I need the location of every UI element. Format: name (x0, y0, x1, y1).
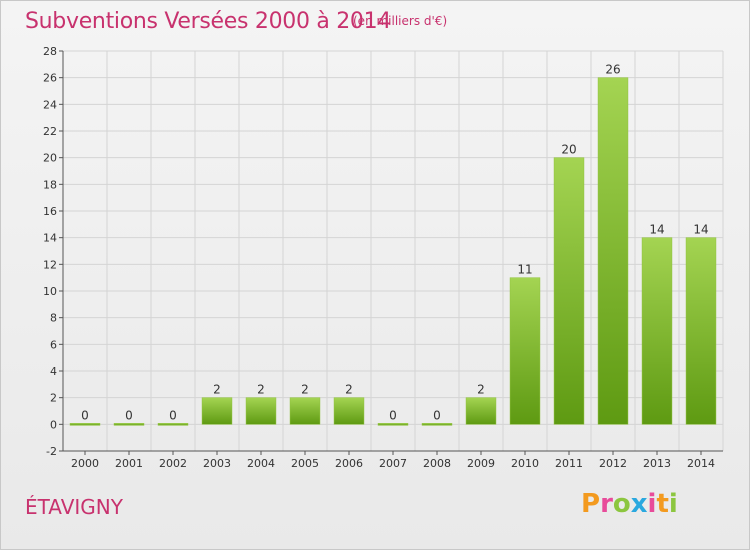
y-tick-label: 2 (50, 392, 57, 405)
x-tick-label-2014: 2014 (687, 457, 715, 470)
bar-2006 (333, 397, 365, 425)
y-tick-label: 12 (43, 258, 57, 271)
x-tick-label-2005: 2005 (291, 457, 319, 470)
data-label-2004: 2 (257, 383, 265, 397)
bar-2007 (377, 423, 409, 426)
bar-2012 (597, 77, 629, 425)
y-tick-label: 10 (43, 285, 57, 298)
chart-title: Subventions Versées 2000 à 2014 (25, 9, 392, 34)
data-label-2009: 2 (477, 383, 485, 397)
x-tick-label-2008: 2008 (423, 457, 451, 470)
data-label-2013: 14 (649, 223, 664, 237)
data-label-2008: 0 (433, 408, 441, 422)
y-tick-label: 22 (43, 125, 57, 138)
data-label-2002: 0 (169, 408, 177, 422)
y-tick-label: 0 (50, 418, 57, 431)
data-label-2011: 20 (561, 143, 576, 157)
commune-name: ÉTAVIGNY (25, 495, 123, 519)
y-tick-label: 20 (43, 152, 57, 165)
y-tick-label: 24 (43, 98, 57, 111)
data-label-2010: 11 (517, 263, 532, 277)
bar-2011 (553, 157, 585, 425)
x-tick-label-2003: 2003 (203, 457, 231, 470)
data-label-2006: 2 (345, 383, 353, 397)
chart-subtitle: (en milliers d'€) (353, 14, 448, 28)
x-tick-label-2007: 2007 (379, 457, 407, 470)
y-tick-label: 26 (43, 72, 57, 85)
y-tick-label: 8 (50, 312, 57, 325)
y-tick-label: 18 (43, 178, 57, 191)
bar-2000 (69, 423, 101, 426)
data-label-2007: 0 (389, 408, 397, 422)
data-label-2003: 2 (213, 383, 221, 397)
bar-2003 (201, 397, 233, 425)
x-tick-label-2006: 2006 (335, 457, 363, 470)
y-tick-label: 16 (43, 205, 57, 218)
bar-2014 (685, 237, 717, 425)
y-tick-label: 14 (43, 232, 57, 245)
data-label-2001: 0 (125, 408, 133, 422)
x-tick-label-2002: 2002 (159, 457, 187, 470)
y-tick-label: 6 (50, 338, 57, 351)
proxiti-logo: Proxiti (581, 489, 678, 519)
x-tick-label-2011: 2011 (555, 457, 583, 470)
x-tick-label-2000: 2000 (71, 457, 99, 470)
x-tick-label-2001: 2001 (115, 457, 143, 470)
x-tick-label-2009: 2009 (467, 457, 495, 470)
data-label-2014: 14 (693, 223, 708, 237)
bar-2008 (421, 423, 453, 426)
x-tick-label-2013: 2013 (643, 457, 671, 470)
bar-2009 (465, 397, 497, 425)
y-tick-label: 4 (50, 365, 57, 378)
y-tick-label: -2 (46, 445, 57, 458)
y-tick-label: 28 (43, 45, 57, 58)
bar-2001 (113, 423, 145, 426)
bar-2013 (641, 237, 673, 425)
bar-2010 (509, 277, 541, 425)
bar-2005 (289, 397, 321, 425)
bar-2004 (245, 397, 277, 425)
x-tick-label-2012: 2012 (599, 457, 627, 470)
data-label-2000: 0 (81, 408, 89, 422)
x-tick-label-2010: 2010 (511, 457, 539, 470)
x-tick-label-2004: 2004 (247, 457, 275, 470)
data-label-2012: 26 (605, 63, 620, 77)
bar-2002 (157, 423, 189, 426)
data-label-2005: 2 (301, 383, 309, 397)
